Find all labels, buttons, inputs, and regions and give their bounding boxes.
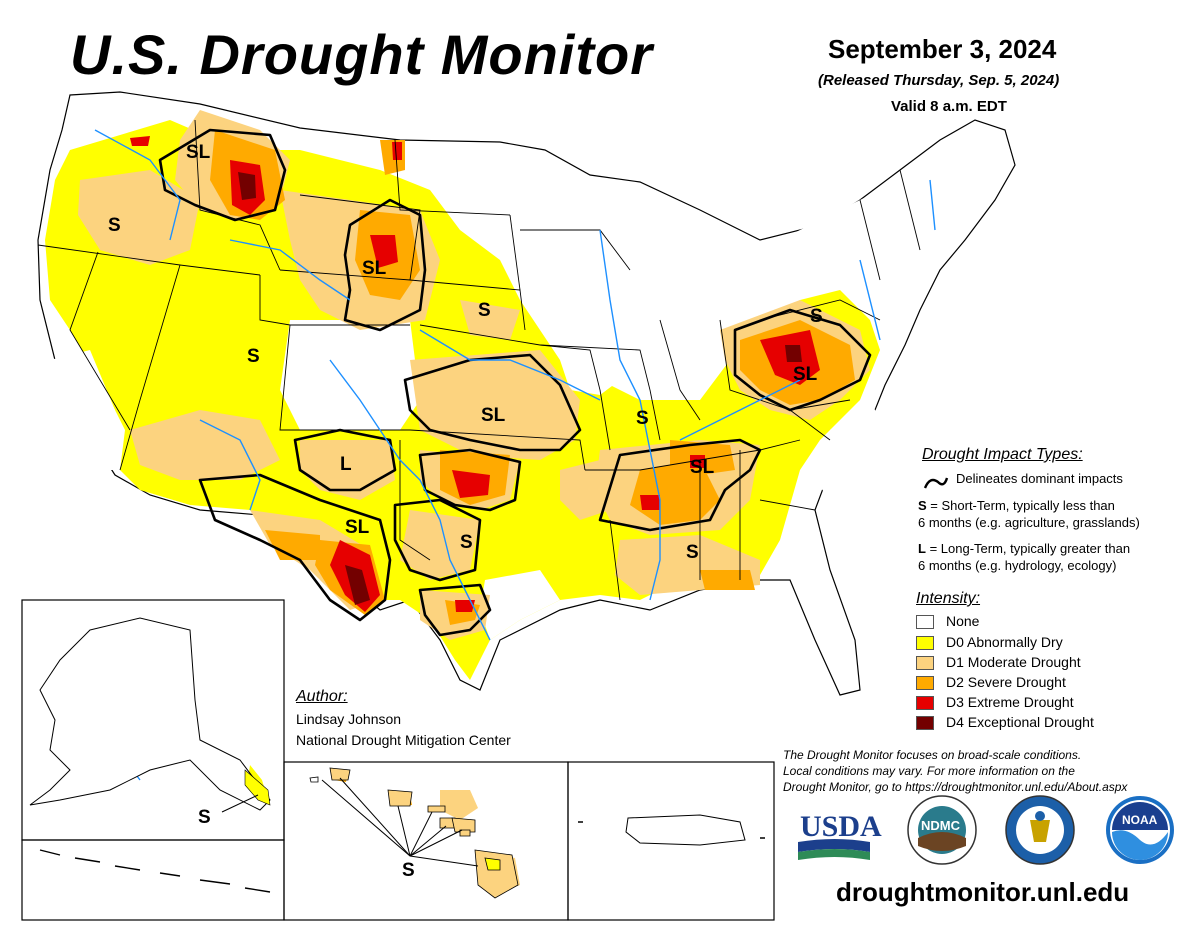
puerto-rico-inset-frame	[567, 761, 775, 921]
release-date: (Released Thursday, Sep. 5, 2024)	[818, 72, 1060, 89]
alaska-outline	[29, 617, 271, 811]
legend-swatch-d2	[916, 676, 934, 690]
valid-time: Valid 8 a.m. EDT	[891, 98, 1007, 115]
aleutians-inset-frame	[21, 839, 285, 921]
disclaimer: The Drought Monitor focuses on broad-sca…	[783, 747, 1193, 795]
map-label-s-nebraska: S	[478, 300, 491, 321]
impact-long-desc-2: 6 months (e.g. hydrology, ecology)	[918, 558, 1117, 573]
page-title: U.S. Drought Monitor	[70, 23, 654, 86]
map-label-sl-ohio-valley: SL	[793, 364, 818, 385]
usda-logo: USDA	[798, 810, 882, 860]
impact-boundaries	[158, 128, 872, 637]
map-label-l-newmexico: L	[340, 454, 352, 475]
map-label-s-alabama: S	[686, 542, 699, 563]
aleutians-islands	[39, 849, 271, 893]
svg-text:NDMC: NDMC	[921, 818, 961, 833]
legend-label-none: None	[946, 613, 980, 629]
svg-text:USDA: USDA	[800, 810, 882, 843]
map-label-s-oregon: S	[108, 215, 121, 236]
impact-short-term: S = Short-Term, typically less than 6 mo…	[918, 497, 1140, 531]
hawaii-inset-frame	[283, 761, 569, 921]
impact-labels: S SL SL S S SL L SL S S SL S SL S	[108, 142, 823, 563]
d4-regions	[238, 172, 802, 605]
author-organization: National Drought Mitigation Center	[296, 732, 511, 748]
legend-swatch-none	[916, 615, 934, 629]
impact-long-key: L	[918, 541, 926, 556]
intensity-title: Intensity:	[916, 590, 981, 607]
impact-short-desc-2: 6 months (e.g. agriculture, grasslands)	[918, 515, 1140, 530]
alaska-d0	[244, 769, 271, 806]
noaa-logo: NOAA	[1106, 796, 1174, 864]
map-label-sl-texas: SL	[345, 517, 370, 538]
hawaii-islands	[309, 767, 519, 899]
author-name: Lindsay Johnson	[296, 711, 402, 727]
map-label-sl-wyoming: SL	[362, 258, 387, 279]
disclaimer-line-3: Drought Monitor, go to https://droughtmo…	[783, 780, 1128, 794]
impact-short-desc-1: = Short-Term, typically less than	[926, 498, 1115, 513]
alaska-s-pointer	[221, 794, 259, 813]
map-label-s-utah: S	[247, 346, 260, 367]
legend-swatch-d4	[916, 716, 934, 730]
disclaimer-line-2: Local conditions may vary. For more info…	[783, 764, 1075, 778]
hawaii-s-label: S	[402, 860, 415, 881]
impact-types-title: Drought Impact Types:	[922, 446, 1083, 463]
impact-curve-glyph	[923, 477, 949, 489]
map-label-s-texas: S	[460, 532, 473, 553]
map-label-sl-tennessee: SL	[690, 457, 715, 478]
legend-swatch-d0	[916, 636, 934, 650]
none-regions	[50, 150, 900, 690]
impact-long-desc-1: = Long-Term, typically greater than	[925, 541, 1131, 556]
author-title: Author:	[296, 688, 348, 705]
map-label-s-missouri: S	[636, 408, 649, 429]
hawaii-s-pointers	[321, 777, 479, 867]
svg-text:NOAA: NOAA	[1122, 813, 1158, 827]
legend-swatch-d3	[916, 696, 934, 710]
impact-short-key: S	[918, 498, 927, 513]
legend-label-d0: D0 Abnormally Dry	[946, 634, 1063, 650]
impact-long-term: L = Long-Term, typically greater than 6 …	[918, 540, 1130, 574]
puerto-rico-islets	[578, 821, 765, 839]
map-label-sl-idaho: SL	[186, 142, 211, 163]
doc-logo	[1005, 795, 1075, 865]
ndmc-logo: NDMC	[907, 795, 977, 865]
map-label-s-northeast: S	[810, 306, 823, 327]
map-label-sl-kansas: SL	[481, 405, 506, 426]
map-date: September 3, 2024	[828, 34, 1057, 64]
alaska-s-label: S	[198, 807, 211, 828]
site-url[interactable]: droughtmonitor.unl.edu	[836, 877, 1130, 907]
legend-label-d4: D4 Exceptional Drought	[946, 714, 1094, 730]
legend-label-d1: D1 Moderate Drought	[946, 654, 1081, 670]
legend-swatch-d1	[916, 656, 934, 670]
impact-delineates-label: Delineates dominant impacts	[956, 471, 1123, 486]
disclaimer-line-1: The Drought Monitor focuses on broad-sca…	[783, 748, 1082, 762]
puerto-rico-outline	[625, 814, 746, 846]
legend-label-d3: D3 Extreme Drought	[946, 694, 1074, 710]
legend-label-d2: D2 Severe Drought	[946, 674, 1066, 690]
